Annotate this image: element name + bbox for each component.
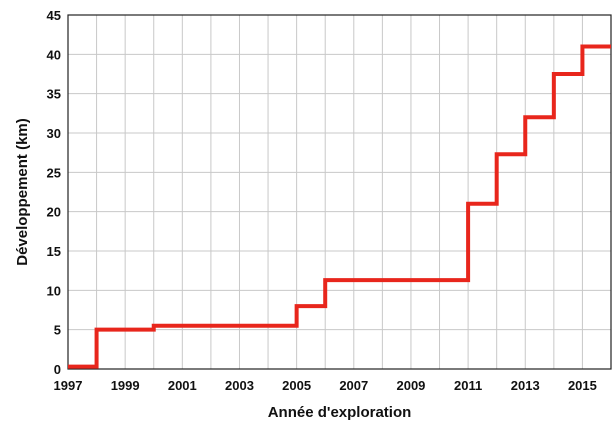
series-layer [68,44,611,369]
y-tick-label: 20 [47,205,61,220]
x-tick-label: 1999 [111,378,140,393]
y-tick-label: 45 [47,8,61,23]
x-axis: 1997 1999 2001 2003 2005 2007 2009 2011 2013 2015 [54,378,597,393]
x-tick-label: 2005 [282,378,311,393]
x-tick-label: 2007 [339,378,368,393]
y-tick-label: 10 [47,283,61,298]
x-tick-label: 2001 [168,378,197,393]
y-axis: 0 5 10 15 20 25 30 35 40 45 [47,8,61,377]
y-tick-label: 0 [54,362,61,377]
y-tick-label: 5 [54,323,61,338]
x-axis-title: Année d'exploration [268,404,412,421]
y-tick-label: 15 [47,244,61,259]
x-tick-label: 2009 [396,378,425,393]
series-step-line [68,44,611,369]
y-tick-label: 25 [47,165,61,180]
plot-area-frame [67,14,612,370]
x-tick-label: 2003 [225,378,254,393]
y-axis-title: Développement (km) [14,118,31,266]
x-tick-label: 2015 [568,378,597,393]
y-tick-label: 35 [47,87,61,102]
grid-lines [68,15,611,369]
y-tick-label: 40 [47,47,61,62]
x-tick-label: 2013 [511,378,540,393]
y-tick-label: 30 [47,126,61,141]
x-tick-label: 2011 [454,378,482,393]
x-tick-label: 1997 [54,378,83,393]
